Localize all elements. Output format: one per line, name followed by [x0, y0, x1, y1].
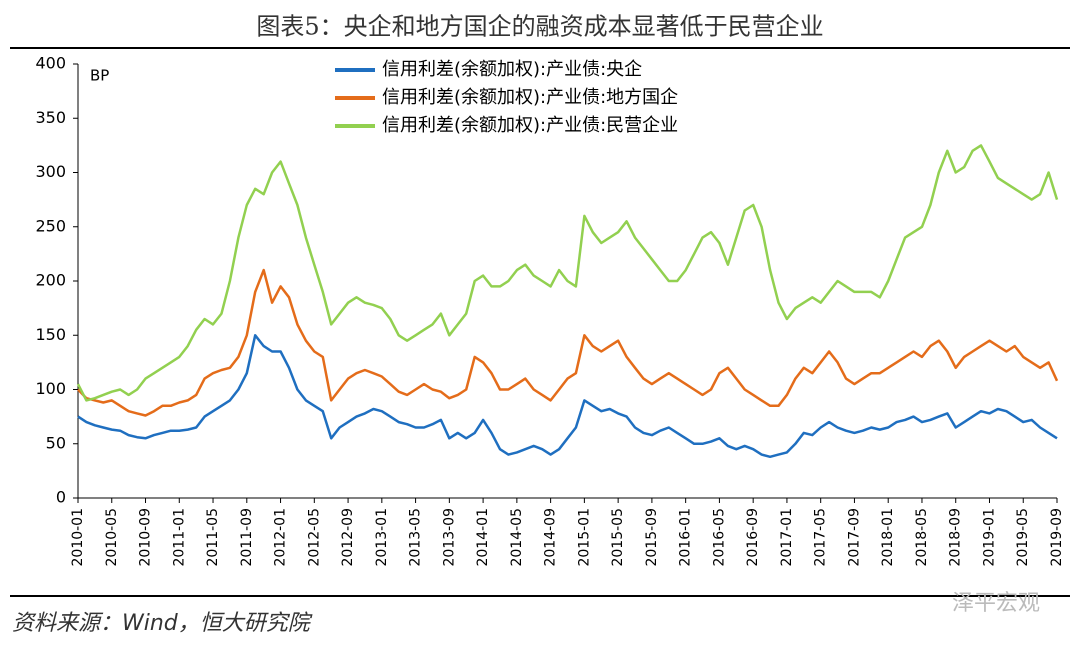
x-tick-label: 2014-01 — [475, 508, 491, 567]
x-tick-label: 2018-01 — [880, 508, 896, 567]
x-tick-label: 2011-05 — [205, 508, 221, 567]
y-tick-label: 300 — [35, 162, 66, 181]
x-tick-label: 2011-01 — [171, 508, 187, 567]
y-tick-label: 150 — [35, 325, 66, 344]
x-tick-label: 2017-09 — [846, 508, 862, 567]
x-tick-label: 2019-01 — [981, 508, 997, 567]
x-tick-label: 2010-05 — [104, 508, 120, 567]
x-tick-label: 2015-01 — [576, 508, 592, 567]
series-line — [77, 334, 1058, 459]
series-line — [76, 144, 1059, 402]
x-tick-label: 2017-05 — [813, 508, 829, 567]
y-tick-label: 400 — [35, 54, 66, 73]
x-tick-label: 2010-09 — [138, 508, 154, 567]
legend-label: 信用利差(余额加权):产业债:地方国企 — [382, 87, 678, 108]
y-tick-label: 50 — [46, 433, 66, 452]
x-tick-label: 2016-01 — [678, 508, 694, 567]
y-tick-label: 0 — [56, 488, 66, 507]
series-line — [77, 268, 1059, 417]
y-tick-label: 250 — [35, 216, 66, 235]
x-tick-label: 2018-09 — [948, 508, 964, 567]
y-tick-label: 350 — [35, 108, 66, 127]
source: 资料来源：Wind，恒大研究院 — [12, 611, 313, 636]
watermark: 泽平宏观 — [952, 591, 1040, 616]
x-tick-label: 2013-01 — [374, 508, 390, 567]
x-tick-label: 2015-05 — [610, 508, 626, 567]
x-tick-label: 2017-01 — [779, 508, 795, 567]
y-axis-label: BP — [90, 67, 109, 85]
y-tick-label: 100 — [35, 379, 66, 398]
x-tick-label: 2016-05 — [711, 508, 727, 567]
x-tick-label: 2012-01 — [273, 508, 289, 567]
x-tick-label: 2014-09 — [543, 508, 559, 567]
legend-label: 信用利差(余额加权):产业债:央企 — [382, 59, 642, 80]
x-tick-label: 2016-09 — [745, 508, 761, 567]
x-tick-label: 2010-01 — [70, 508, 86, 567]
y-tick-label: 200 — [35, 271, 66, 290]
x-tick-label: 2012-05 — [306, 508, 322, 567]
x-tick-label: 2019-05 — [1015, 508, 1031, 567]
x-tick-label: 2019-09 — [1049, 508, 1065, 567]
x-tick-label: 2012-09 — [340, 508, 356, 567]
x-tick-label: 2015-09 — [644, 508, 660, 567]
x-tick-label: 2014-05 — [509, 508, 525, 567]
legend-label: 信用利差(余额加权):产业债:民营企业 — [382, 115, 678, 136]
x-tick-label: 2013-05 — [408, 508, 424, 567]
x-tick-label: 2013-09 — [441, 508, 457, 567]
chart-title: 图表5：央企和地方国企的融资成本显著低于民营企业 — [256, 13, 823, 41]
x-tick-label: 2011-09 — [239, 508, 255, 567]
x-tick-label: 2018-05 — [914, 508, 930, 567]
